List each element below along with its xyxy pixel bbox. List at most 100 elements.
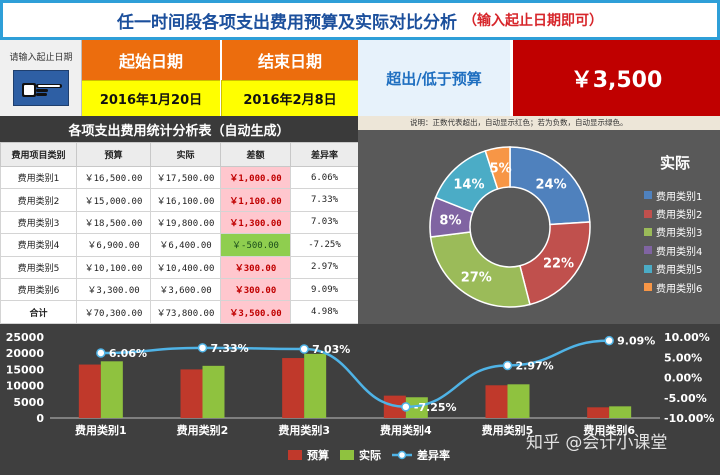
donut-slice [509, 146, 591, 226]
cell-difference: ￥300.00 [220, 277, 291, 302]
cell-actual: ￥10,400.00 [150, 255, 221, 279]
rate-label: -7.25% [414, 401, 457, 414]
table-row: 费用类别4 ￥6,900.00 ￥6,400.00 ￥-500.00 -7.25… [0, 233, 359, 257]
cell-difference: ￥1,100.00 [220, 188, 291, 212]
donut-legend: 费用类别1 费用类别2 费用类别3 费用类别4 费用类别5 费用类别6 [644, 186, 702, 296]
table-title: 各项支出费用统计分析表（自动生成） [0, 116, 358, 142]
donut-chart-title: 实际 [660, 154, 691, 172]
legend-item: 费用类别4 [644, 241, 702, 259]
legend-swatch [644, 191, 652, 200]
cell-actual: ￥19,800.00 [150, 210, 221, 235]
stats-table: 费用项目类别 预算 实际 差额 差异率 费用类别1 ￥16,500.00 ￥17… [0, 142, 359, 324]
y2-tick-label: -5.00% [664, 392, 707, 405]
cell-budget: ￥10,100.00 [76, 255, 151, 279]
cell-budget: ￥70,300.00 [76, 300, 151, 324]
exceed-budget-label: 超出/低于预算 [358, 40, 510, 116]
legend-label: 预算 [307, 448, 329, 462]
cell-budget: ￥6,900.00 [76, 233, 151, 257]
cell-actual: ￥73,800.00 [150, 300, 221, 324]
cell-actual: ￥16,100.00 [150, 188, 221, 212]
bar [202, 365, 225, 418]
cell-category: 费用类别2 [0, 188, 77, 212]
table-row: 费用类别3 ￥18,500.00 ￥19,800.00 ￥1,300.00 7.… [0, 210, 359, 235]
cell-budget: ￥18,500.00 [76, 210, 151, 235]
cell-budget: ￥16,500.00 [76, 165, 151, 190]
cell-difference: ￥-500.00 [220, 233, 291, 257]
cell-rate: 6.06% [290, 165, 359, 190]
legend-item: 费用类别1 [644, 186, 702, 204]
bar [609, 406, 632, 418]
date-row: 请输入起止日期 起始日期 结束日期 2016年1月20日 2016年2月8日 超… [0, 40, 720, 116]
start-date-input[interactable]: 2016年1月20日 [82, 80, 220, 116]
legend-label: 实际 [359, 448, 381, 462]
x-tick-label: 费用类别6 [583, 423, 635, 437]
legend-label: 费用类别2 [656, 210, 703, 222]
table-row: 费用类别1 ￥16,500.00 ￥17,500.00 ￥1,000.00 6.… [0, 165, 359, 190]
cell-category: 费用类别5 [0, 255, 77, 279]
bar [78, 364, 101, 418]
legend-item: 费用类别2 [644, 204, 702, 222]
cell-category: 费用类别3 [0, 210, 77, 235]
legend-label: 费用类别3 [656, 228, 703, 240]
legend-swatch [644, 283, 652, 292]
donut-chart-panel: 说明：正数代表超出，自动显示红色；若为负数，自动显示绿色。 24% 22% 27% 8… [358, 116, 720, 324]
legend-item: 费用类别3 [644, 223, 702, 241]
legend-item: 费用类别6 [644, 278, 702, 296]
legend-label: 费用类别1 [656, 191, 703, 203]
y2-tick-label: 10.00% [664, 331, 710, 344]
donut-slice-label: 8% [439, 213, 461, 228]
bar [282, 358, 305, 418]
rate-label: 6.06% [109, 347, 147, 360]
end-date-label: 结束日期 [221, 40, 358, 80]
y-tick-label: 20000 [6, 347, 45, 360]
combo-chart-panel: 0 5000 10000 15000 20000 25000 -10.00% -5.00% 0.… [0, 324, 720, 475]
rate-point [401, 402, 411, 412]
cell-rate: 4.98% [290, 300, 359, 324]
page-title: 任一时间段各项支出费用预算及实际对比分析 [117, 12, 457, 33]
y-tick-label: 10000 [6, 380, 45, 393]
donut-slice-label: 22% [543, 256, 574, 271]
table-header-row: 费用项目类别 预算 实际 差额 差异率 [0, 142, 359, 167]
cell-rate: -7.25% [290, 233, 359, 257]
end-date-input[interactable]: 2016年2月8日 [221, 80, 358, 116]
cell-category: 合计 [0, 300, 77, 324]
donut-slice [429, 231, 531, 308]
cell-difference: ￥1,300.00 [220, 210, 291, 235]
date-prompt-cell: 请输入起止日期 [0, 40, 82, 116]
donut-slice-label: 14% [453, 177, 484, 192]
x-tick-label: 费用类别2 [177, 423, 229, 437]
legend-label: 费用类别5 [656, 265, 703, 277]
x-tick-label: 费用类别4 [380, 423, 432, 437]
y-tick-label: 0 [36, 412, 44, 425]
cell-actual: ￥17,500.00 [150, 165, 221, 190]
legend-label: 差异率 [417, 448, 450, 462]
bar [485, 385, 508, 418]
pointing-hand-icon[interactable] [13, 70, 69, 106]
legend-swatch [644, 246, 652, 255]
table-row: 费用类别2 ￥15,000.00 ￥16,100.00 ￥1,100.00 7.… [0, 188, 359, 212]
column-header: 实际 [150, 142, 221, 167]
stats-table-panel: 各项支出费用统计分析表（自动生成） 费用项目类别 预算 实际 差额 差异率 费用… [0, 116, 359, 324]
bar [100, 361, 123, 418]
title-bar: 任一时间段各项支出费用预算及实际对比分析 （输入起止日期即可） [0, 0, 720, 40]
rate-point [96, 348, 106, 358]
watermark-text: 知乎 @会计小课堂 [526, 433, 668, 453]
legend-label: 费用类别6 [656, 283, 703, 295]
donut-slice-label: 5% [490, 162, 512, 177]
date-prompt-label: 请输入起止日期 [9, 53, 73, 63]
rate-point [299, 344, 309, 354]
legend-marker [397, 450, 407, 460]
rate-line [100, 339, 610, 409]
bar [507, 384, 530, 418]
donut-chart: 24% 22% 27% 8% 14% 5% [429, 146, 591, 308]
cell-budget: ￥15,000.00 [76, 188, 151, 212]
cell-rate: 7.03% [290, 210, 359, 235]
cell-actual: ￥6,400.00 [150, 233, 221, 257]
cell-category: 费用类别1 [0, 165, 77, 190]
column-header: 差异率 [290, 142, 359, 167]
note-text: 说明：正数代表超出，自动显示红色；若为负数，自动显示绿色。 [358, 116, 720, 130]
y2-tick-label: 5.00% [664, 351, 702, 364]
cell-difference: ￥1,000.00 [220, 165, 291, 190]
table-row: 费用类别6 ￥3,300.00 ￥3,600.00 ￥300.00 9.09% [0, 277, 359, 302]
y2-tick-label: 0.00% [664, 372, 702, 385]
